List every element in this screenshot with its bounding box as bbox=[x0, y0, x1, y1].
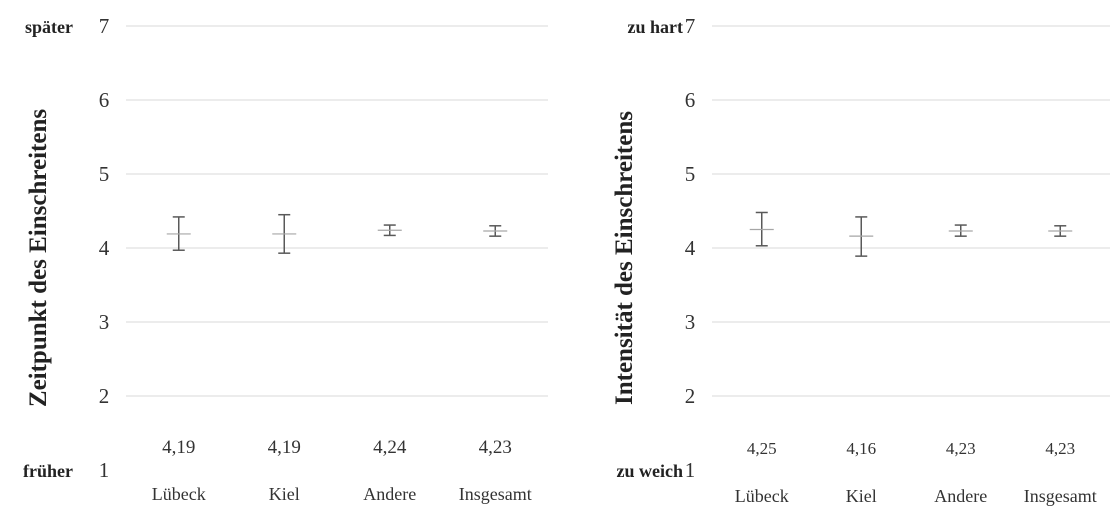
y-tick-label: 5 bbox=[99, 162, 110, 186]
scale-high-label: später bbox=[25, 17, 73, 37]
y-tick-label: 6 bbox=[99, 88, 110, 112]
y-tick-label: 7 bbox=[99, 14, 110, 38]
x-tick-label: Kiel bbox=[269, 484, 300, 504]
y-tick-label: 4 bbox=[685, 236, 696, 260]
data-label: 4,23 bbox=[946, 439, 976, 458]
x-tick-label: Insgesamt bbox=[1024, 486, 1097, 506]
y-tick-label: 6 bbox=[685, 88, 696, 112]
data-label: 4,23 bbox=[1045, 439, 1075, 458]
data-label: 4,24 bbox=[373, 437, 407, 458]
x-tick-label: Andere bbox=[363, 484, 416, 504]
y-axis-title: Zeitpunkt des Einschreitens bbox=[25, 109, 52, 407]
y-tick-label: 7 bbox=[685, 14, 696, 38]
x-tick-label: Insgesamt bbox=[459, 484, 532, 504]
data-label: 4,25 bbox=[747, 439, 777, 458]
y-tick-label: 4 bbox=[99, 236, 110, 260]
y-tick-label: 3 bbox=[99, 310, 110, 334]
data-label: 4,23 bbox=[479, 437, 512, 458]
scale-low-label: zu weich bbox=[617, 461, 684, 481]
y-tick-label: 5 bbox=[685, 162, 696, 186]
chart-panel-1: 1 2 3 4 5 6 7 später früher Zeitpunkt des Einschr… bbox=[23, 14, 548, 504]
y-tick-label: 1 bbox=[685, 458, 696, 482]
x-tick-label: Andere bbox=[934, 486, 987, 506]
y-tick-label: 2 bbox=[99, 384, 110, 408]
y-tick-label: 2 bbox=[685, 384, 696, 408]
y-tick-label: 1 bbox=[99, 458, 110, 482]
chart-panel-2: 1 2 3 4 5 6 7zu hart zu weich Intensität des Ein… bbox=[611, 14, 1110, 506]
y-axis-title: Intensität des Einschreitens bbox=[611, 111, 638, 405]
x-tick-label: Kiel bbox=[846, 486, 877, 506]
x-tick-label: Lübeck bbox=[152, 484, 206, 504]
x-tick-label: Lübeck bbox=[735, 486, 789, 506]
y-tick-label: 3 bbox=[685, 310, 696, 334]
data-label: 4,19 bbox=[268, 437, 301, 458]
data-label: 4,19 bbox=[162, 437, 195, 458]
data-label: 4,16 bbox=[846, 439, 876, 458]
scale-high-label: zu hart bbox=[628, 17, 684, 37]
scale-low-label: früher bbox=[23, 461, 73, 481]
